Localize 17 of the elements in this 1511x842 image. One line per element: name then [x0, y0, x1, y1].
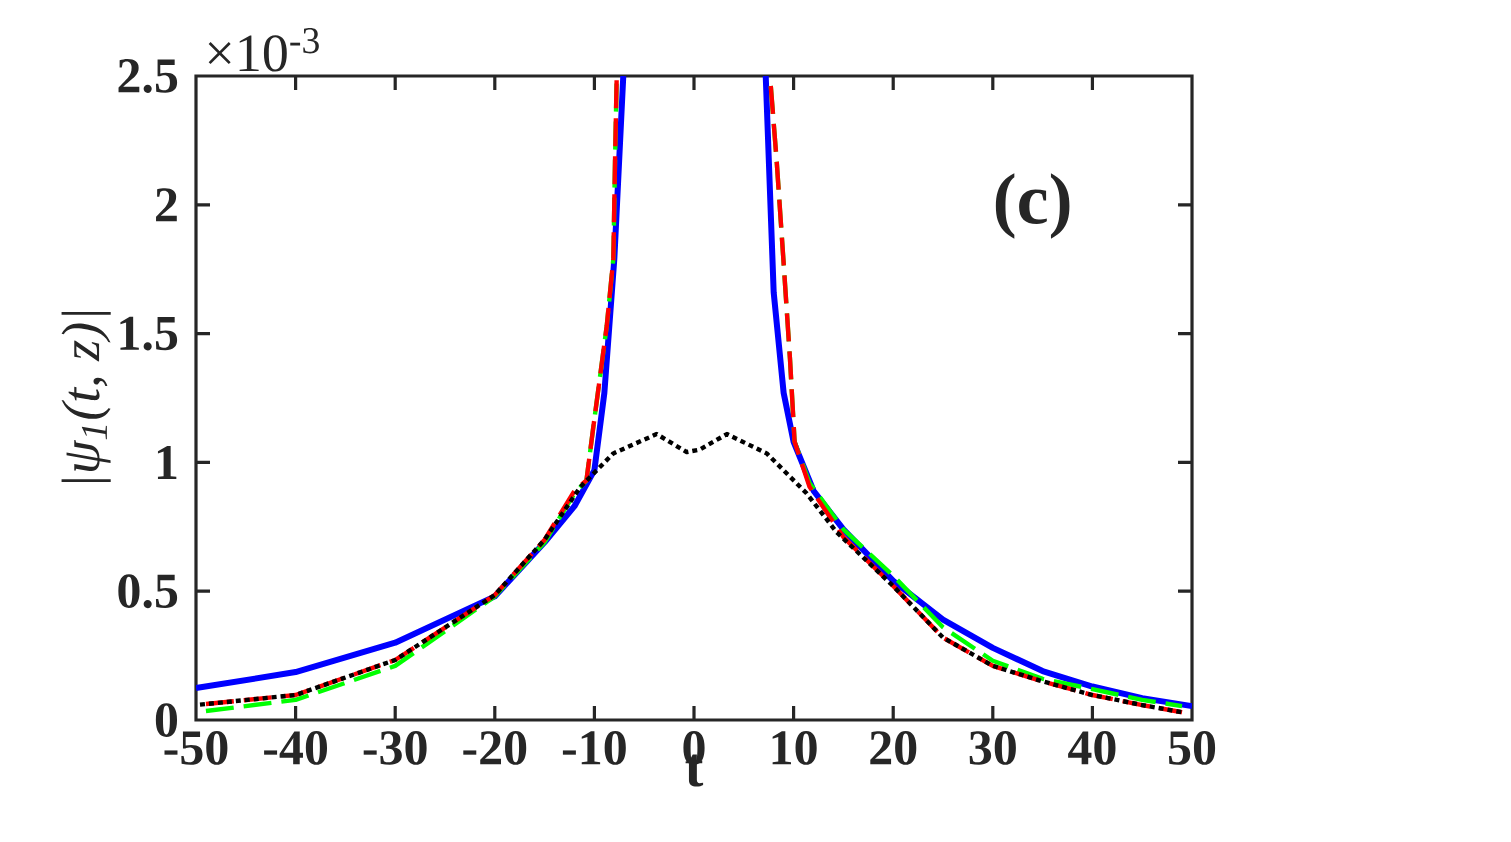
- x-tick-label: 30: [969, 731, 1016, 765]
- x-tick-label: 40: [1068, 731, 1116, 765]
- x-tick-label: -40: [264, 731, 328, 765]
- y-tick-label: 1: [157, 445, 177, 479]
- y-tick-label: 1.5: [120, 316, 178, 351]
- x-tick-label: 50: [1169, 731, 1216, 765]
- x-tick-label: -20: [463, 731, 527, 765]
- y-tick-label: 2.5: [118, 59, 178, 93]
- y-tick-label: 2: [156, 188, 177, 222]
- annotation: (c): [995, 173, 1070, 239]
- x-tick-label: 10: [772, 731, 817, 765]
- y-axis-title: |ψ$_{1}$(t, z)|: [61, 312, 111, 483]
- text: ×10$^{-3}$: [208, 27, 319, 72]
- x-tick-label: -30: [363, 731, 427, 765]
- x-tick-label: -10: [562, 731, 626, 765]
- x-tick-label: 20: [870, 731, 917, 765]
- y-tick-label: 0.5: [118, 574, 178, 609]
